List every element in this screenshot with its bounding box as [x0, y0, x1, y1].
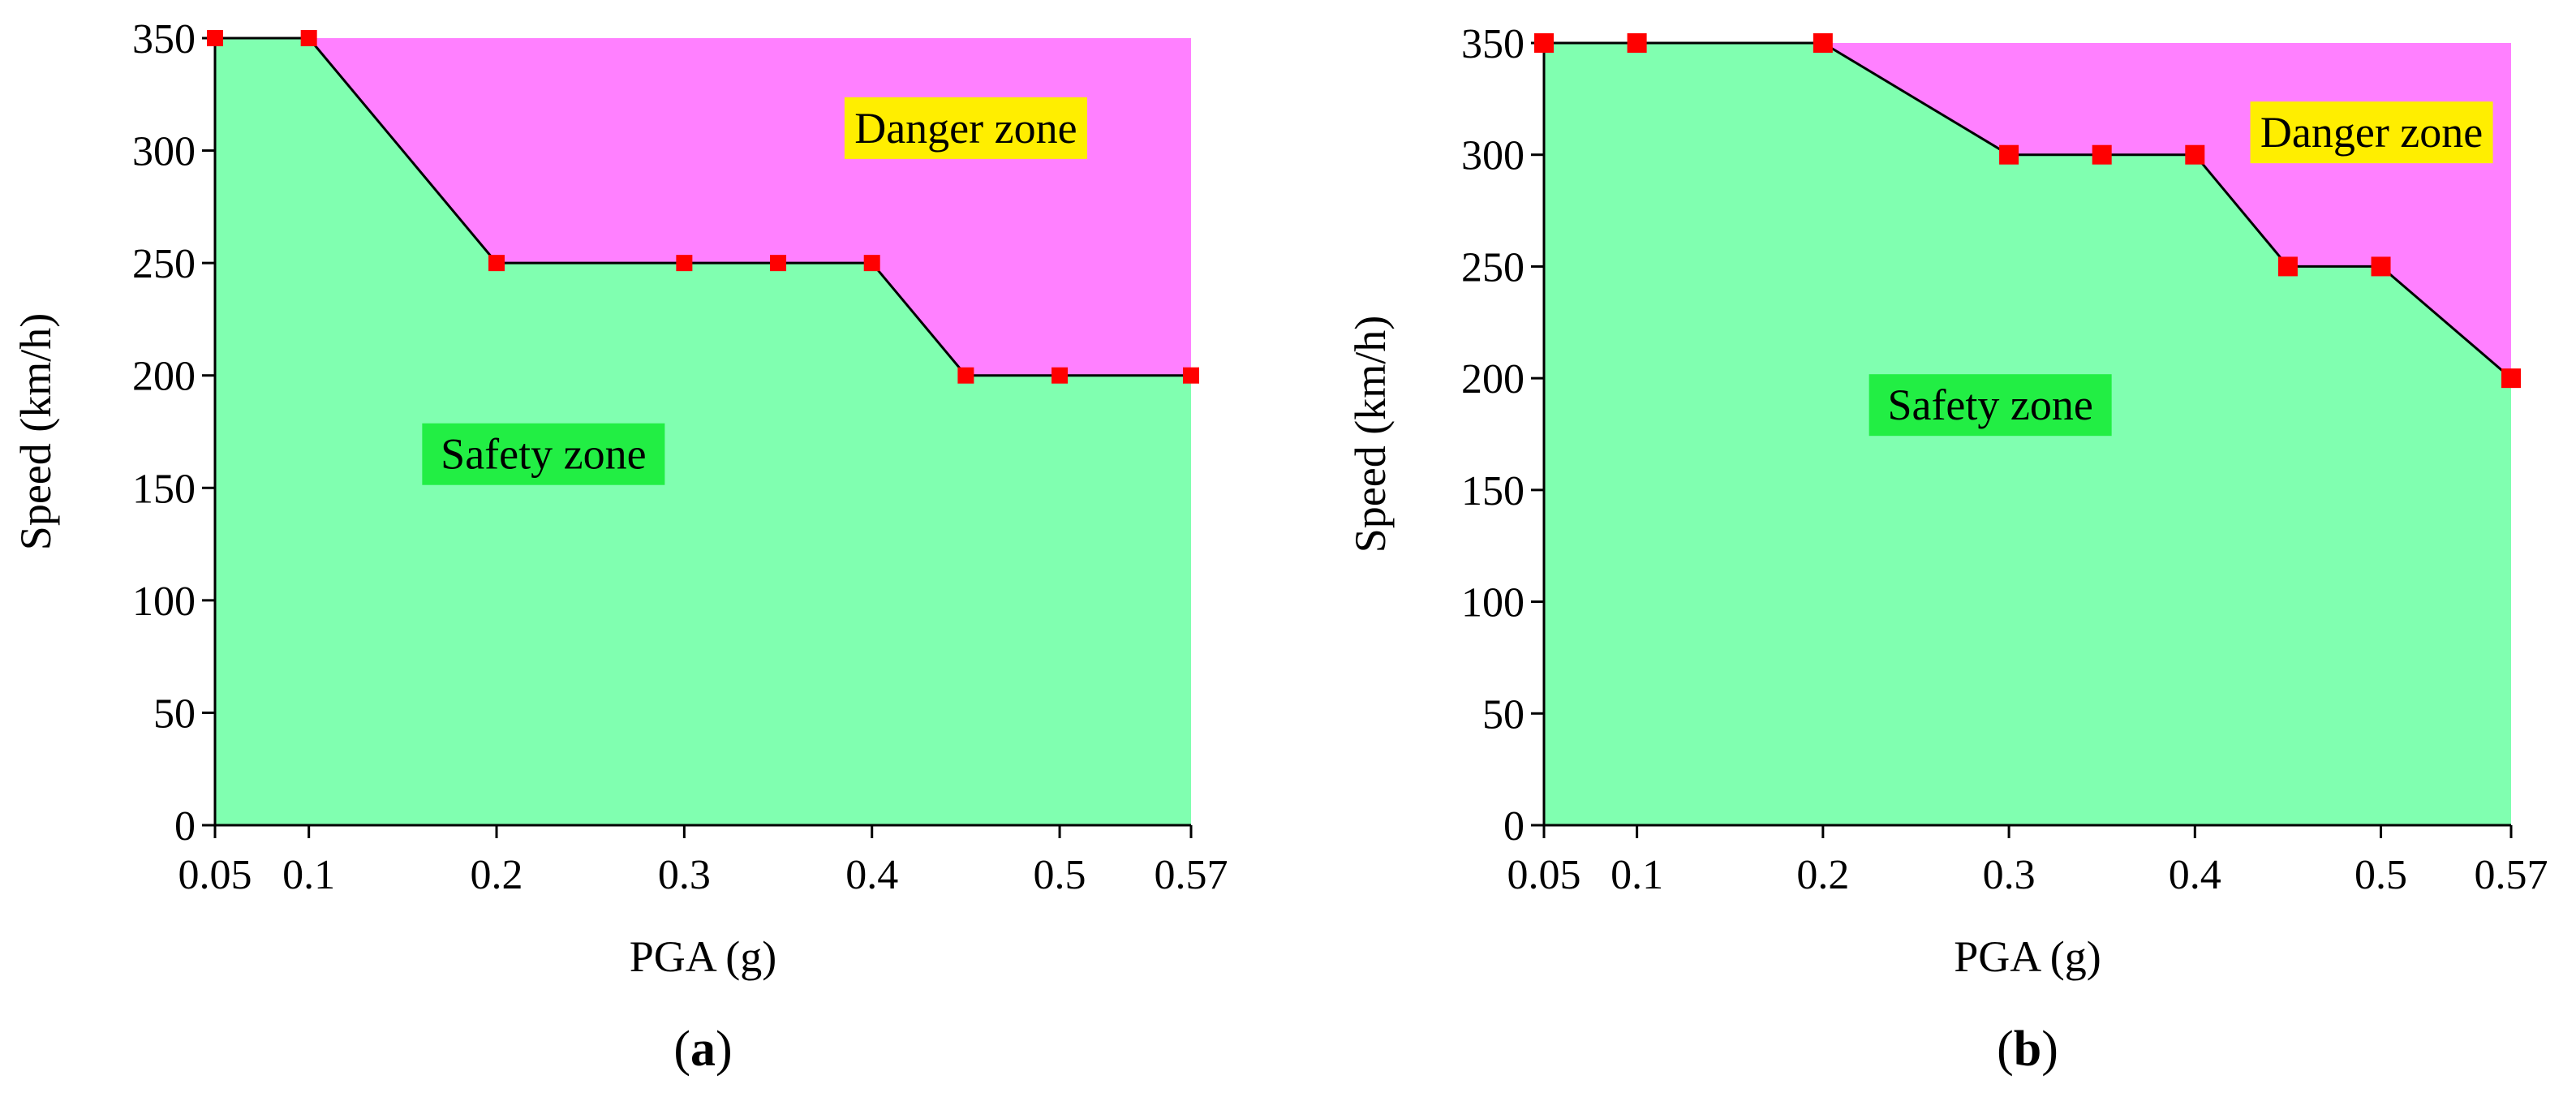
y-axis-title: Speed (km/h): [11, 313, 60, 550]
data-point: [2277, 256, 2298, 277]
y-tick-label: 200: [1461, 356, 1525, 402]
data-point: [676, 255, 693, 272]
data-point: [2092, 144, 2112, 165]
data-point: [300, 30, 317, 46]
y-tick-label: 50: [153, 691, 196, 737]
x-tick-label: 0.1: [282, 852, 335, 898]
danger-zone-label: Danger zone: [854, 104, 1077, 153]
safety-zone-label-background: [1869, 374, 2112, 437]
x-tick-label: 0.4: [845, 852, 898, 898]
x-tick-label: 0.3: [658, 852, 711, 898]
data-point: [1183, 367, 1199, 384]
x-tick-label: 0.05: [178, 852, 252, 898]
y-tick-label: 150: [1461, 468, 1525, 514]
x-tick-label: 0.5: [2355, 852, 2407, 898]
y-tick-label: 100: [132, 579, 196, 625]
x-tick-label: 0.2: [1796, 852, 1849, 898]
y-tick-label: 350: [132, 16, 196, 62]
y-tick-label: 150: [132, 466, 196, 512]
y-tick-label: 100: [1461, 580, 1525, 626]
danger-zone-label-background: [2250, 101, 2493, 164]
x-tick-label: 0.2: [471, 852, 523, 898]
panel-label: (a): [673, 1022, 732, 1077]
x-tick-label: 0.05: [1507, 852, 1581, 898]
x-tick-label: 0.5: [1034, 852, 1086, 898]
y-tick-label: 0: [174, 803, 196, 850]
danger-zone-label-background: [844, 97, 1087, 159]
data-point: [863, 255, 880, 272]
data-point: [2371, 256, 2391, 277]
x-tick-label: 0.3: [1983, 852, 2036, 898]
panel-b: 0 50 100 150 200 250 300 350 0.05 0.1 0.2 0.3 0.4 0.5…: [1346, 21, 2548, 1077]
x-axis-title: PGA (g): [630, 932, 777, 981]
data-point: [2501, 368, 2521, 389]
safety-zone-label: Safety zone: [441, 430, 646, 479]
y-tick-label: 250: [132, 241, 196, 287]
data-point: [1999, 144, 2019, 165]
data-point: [1627, 33, 1647, 53]
data-point: [770, 255, 787, 272]
danger-zone-label: Danger zone: [2260, 108, 2483, 157]
data-point: [1051, 367, 1069, 384]
x-axis-title: PGA (g): [1954, 932, 2101, 981]
safety-zone-label: Safety zone: [1887, 381, 2092, 429]
y-axis-title: Speed (km/h): [1346, 316, 1395, 553]
y-tick-label: 250: [1461, 244, 1525, 290]
data-point: [2185, 144, 2205, 165]
data-point: [207, 30, 223, 46]
x-tick-label: 0.57: [1155, 852, 1228, 898]
safety-zone-label-background: [422, 423, 665, 485]
x-tick-label: 0.57: [2475, 852, 2548, 898]
data-point: [957, 367, 974, 384]
y-tick-label: 50: [1482, 691, 1525, 738]
panel-a: 0 50 100 150 200 250 300 350 0.05 0.1 0.2 0.3 0.4 0.5…: [11, 16, 1228, 1077]
y-tick-label: 300: [132, 129, 196, 175]
data-point: [1813, 33, 1833, 53]
y-tick-label: 200: [132, 354, 196, 400]
panel-label: (b): [1997, 1022, 2058, 1077]
y-tick-label: 0: [1503, 803, 1525, 850]
x-tick-label: 0.4: [2169, 852, 2221, 898]
data-point: [488, 255, 505, 272]
x-tick-label: 0.1: [1611, 852, 1663, 898]
safety-zone-region: [215, 38, 1191, 825]
y-tick-label: 300: [1461, 133, 1525, 179]
y-tick-label: 350: [1461, 21, 1525, 67]
data-point: [1534, 33, 1554, 53]
